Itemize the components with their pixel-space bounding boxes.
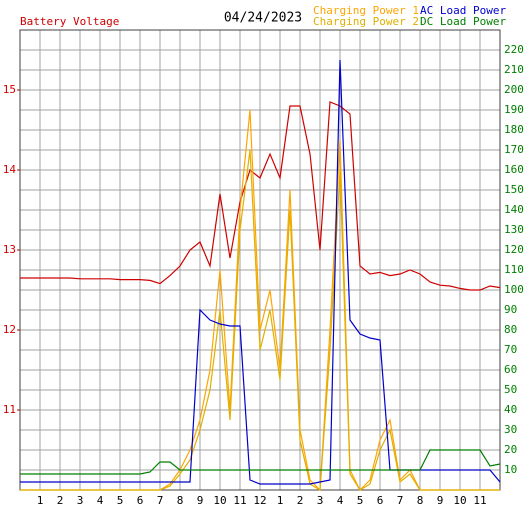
y2-tick-label: 100 xyxy=(504,283,524,296)
y2-tick-label: 150 xyxy=(504,183,524,196)
y-tick-label: 11 xyxy=(3,403,16,416)
x-tick-label: 4 xyxy=(97,494,104,507)
plot-border xyxy=(19,29,501,491)
x-tick-label: 10 xyxy=(453,494,466,507)
y2-tick-label: 140 xyxy=(504,203,524,216)
y2-tick-label: 80 xyxy=(504,323,517,336)
legend-label: AC Load Power xyxy=(420,4,506,17)
x-tick-label: 1 xyxy=(277,494,284,507)
x-tick-label: 3 xyxy=(77,494,84,507)
x-tick-label: 6 xyxy=(137,494,144,507)
x-tick-label: 7 xyxy=(397,494,404,507)
x-tick-label: 6 xyxy=(377,494,384,507)
x-tick-label: 11 xyxy=(473,494,486,507)
x-tick-label: 4 xyxy=(337,494,344,507)
x-tick-label: 12 xyxy=(253,494,266,507)
y2-tick-label: 50 xyxy=(504,383,517,396)
y2-tick-label: 210 xyxy=(504,63,524,76)
x-tick-label: 11 xyxy=(233,494,246,507)
x-tick-label: 3 xyxy=(317,494,324,507)
y2-tick-label: 110 xyxy=(504,263,524,276)
y2-tick-label: 190 xyxy=(504,103,524,116)
y-tick-label: 13 xyxy=(3,243,16,256)
series-line xyxy=(20,449,501,475)
series-line xyxy=(20,101,501,291)
y2-tick-label: 180 xyxy=(504,123,524,136)
x-tick-label: 5 xyxy=(357,494,364,507)
legend-label: Battery Voltage xyxy=(20,15,119,28)
x-tick-label: 1 xyxy=(37,494,44,507)
y-tick-label: 15 xyxy=(3,83,16,96)
y2-tick-label: 30 xyxy=(504,423,517,436)
chart-title: 04/24/2023 xyxy=(224,11,302,26)
x-tick-label: 7 xyxy=(157,494,164,507)
y2-tick-label: 10 xyxy=(504,463,517,476)
y2-tick-label: 20 xyxy=(504,443,517,456)
x-tick-label: 8 xyxy=(417,494,424,507)
y2-tick-label: 200 xyxy=(504,83,524,96)
x-tick-label: 2 xyxy=(297,494,304,507)
y2-tick-label: 160 xyxy=(504,163,524,176)
y2-tick-label: 170 xyxy=(504,143,524,156)
x-tick-label: 10 xyxy=(213,494,226,507)
x-tick-label: 8 xyxy=(177,494,184,507)
y2-tick-label: 120 xyxy=(504,243,524,256)
y2-tick-label: 60 xyxy=(504,363,517,376)
y2-tick-label: 220 xyxy=(504,43,524,56)
series-line xyxy=(20,149,500,492)
legend-label: Charging Power 1 xyxy=(313,4,419,17)
x-tick-label: 9 xyxy=(437,494,444,507)
y-tick-label: 14 xyxy=(3,163,17,176)
legend-label: Charging Power 2 xyxy=(313,15,419,28)
x-tick-label: 2 xyxy=(57,494,64,507)
y2-tick-label: 40 xyxy=(504,403,517,416)
x-tick-label: 5 xyxy=(117,494,124,507)
y-tick-label: 12 xyxy=(3,323,16,336)
y2-tick-label: 90 xyxy=(504,303,517,316)
y2-tick-label: 70 xyxy=(504,343,517,356)
legend-label: DC Load Power xyxy=(420,15,506,28)
y2-tick-label: 130 xyxy=(504,223,524,236)
x-tick-label: 9 xyxy=(197,494,204,507)
